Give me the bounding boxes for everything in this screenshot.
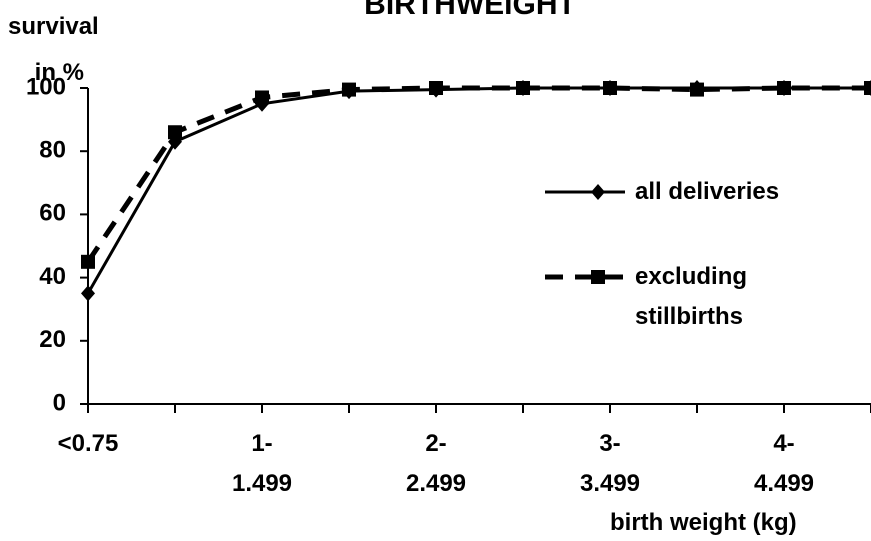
marker [777, 81, 791, 95]
y-tick-label: 40 [39, 263, 66, 290]
marker [603, 81, 617, 95]
y-tick-label: 20 [39, 326, 66, 353]
legend-marker [591, 184, 605, 200]
chart-title: BIRTHWEIGHT [364, 0, 576, 21]
y-tick-label: 100 [26, 73, 66, 100]
x-tick-label: 2- 2.499 [405, 430, 467, 497]
x-tick-label: 3- 3.499 [579, 430, 641, 497]
marker [255, 90, 269, 105]
y-tick-label: 80 [39, 137, 66, 164]
y-tick-label: 0 [53, 389, 66, 416]
marker [81, 285, 95, 302]
y-tick-label: 60 [39, 200, 66, 227]
marker [516, 81, 530, 95]
x-tick-label: <0.75 [57, 430, 119, 457]
x-tick-label: 4- 4.499 [753, 430, 815, 497]
legend-marker [591, 270, 605, 284]
x-axis-label: birth weight (kg) [610, 509, 797, 536]
marker [429, 81, 443, 95]
marker [690, 82, 704, 97]
legend-label: excluding stillbirths [635, 263, 748, 330]
marker [168, 125, 182, 140]
marker [864, 81, 871, 95]
series-line [85, 85, 871, 264]
marker [342, 82, 356, 97]
x-tick-label: 1- 1.499 [231, 430, 293, 497]
marker [81, 254, 95, 269]
y-axis-label: survival in % [8, 13, 99, 86]
legend-label: all deliveries [635, 178, 780, 205]
